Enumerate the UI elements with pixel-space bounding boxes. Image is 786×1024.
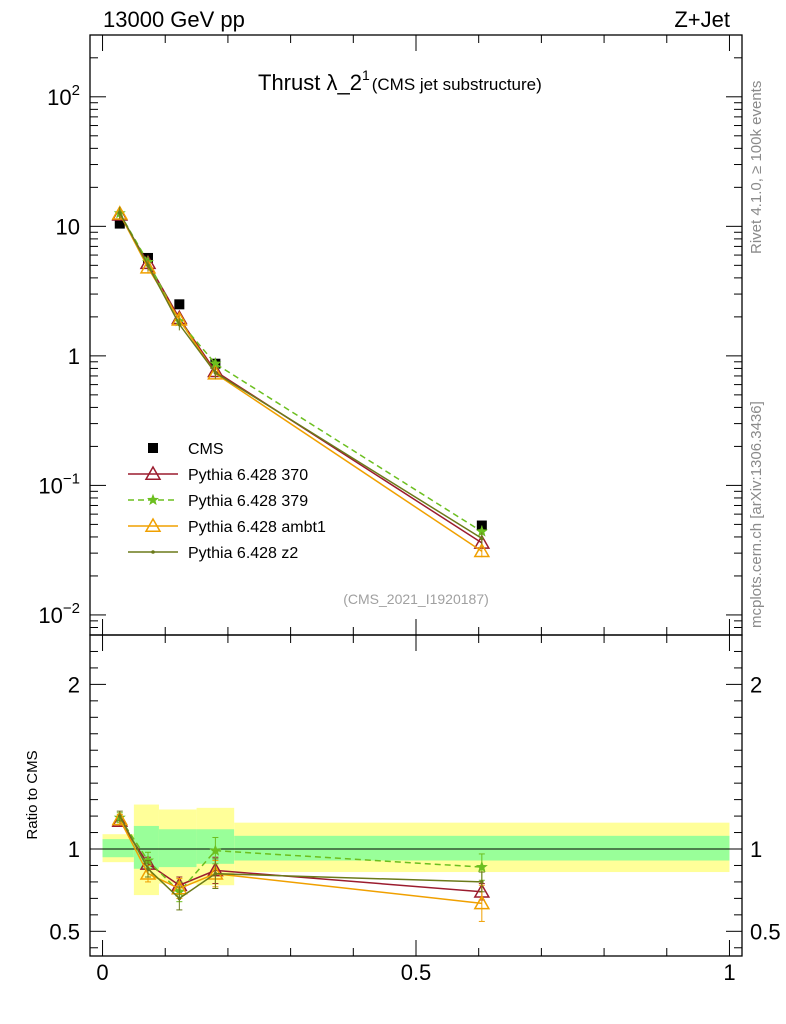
- data-point: [151, 550, 155, 554]
- ratio-y-tick-label-right: 2: [750, 672, 762, 697]
- data-point: [144, 465, 162, 480]
- y-tick-label-base: 1: [68, 344, 80, 369]
- y-tick-label-exponent: 2: [72, 82, 80, 99]
- data-point: [111, 810, 129, 826]
- chart-title-main: Thrust λ_2: [258, 70, 362, 95]
- data-point: [111, 205, 129, 220]
- ratio-frame-fill: [90, 635, 742, 956]
- data-point: [209, 844, 222, 856]
- data-point: [142, 854, 154, 866]
- header-right: Z+Jet: [674, 7, 730, 32]
- data-point: [209, 357, 222, 369]
- ratio-series-pythia-6-428-z2: [116, 810, 485, 911]
- legend-label: CMS: [188, 441, 224, 458]
- data-point: [480, 536, 484, 541]
- chart-title-sup: 1: [362, 67, 370, 83]
- y-tick-label-base: 10: [38, 473, 62, 498]
- data-point: [177, 896, 182, 901]
- x-tick-label: 1: [723, 960, 735, 985]
- y-tick-label: 10−1: [38, 470, 80, 498]
- side-mcplots: mcplots.cern.ch [arXiv:1306.3436]: [748, 401, 765, 628]
- data-point: [147, 493, 159, 506]
- y-tick-label-base: 10: [56, 214, 80, 239]
- y-tick-label: 10−2: [38, 600, 80, 628]
- ratio-border: [89, 634, 743, 957]
- data-point: [177, 322, 182, 327]
- main-frame: [90, 35, 742, 635]
- y-tick-label: 1: [68, 344, 80, 369]
- ratio-y-tick-label-right: 0.5: [750, 919, 781, 944]
- data-point: [111, 812, 129, 828]
- legend-label: Pythia 6.428 370: [188, 467, 308, 484]
- band-inner: [158, 829, 197, 868]
- legend: CMS Pythia 6.428 370 Pythia 6.428 379 Pythi…: [128, 441, 326, 562]
- ratio-y-tick-label-right: 1: [750, 837, 762, 862]
- ratio-ticks: 0.5 0.5 1 1 2 2 0 0.5 1: [49, 635, 781, 985]
- x-tick-label: 0: [96, 960, 108, 985]
- data-point: [480, 880, 484, 884]
- watermark: (CMS_2021_I1920187): [343, 591, 489, 607]
- ratio-y-tick-label: 1: [68, 837, 80, 862]
- chart-title: Thrust λ_21 (CMS jet substructure): [258, 67, 542, 95]
- data-point: [117, 814, 122, 818]
- header-left: 13000 GeV pp: [103, 7, 245, 32]
- ratio-ylabel: Ratio to CMS: [24, 750, 41, 839]
- data-point: [139, 259, 157, 274]
- y-tick-label: 10: [56, 214, 80, 239]
- legend-label: Pythia 6.428 z2: [188, 545, 298, 562]
- data-point: [473, 542, 491, 558]
- ratio-y-tick-label: 2: [68, 672, 80, 697]
- y-tick-label: 102: [47, 82, 80, 110]
- data-point: [114, 218, 125, 229]
- data-point: [475, 525, 488, 537]
- data-point: [144, 517, 162, 532]
- band-inner: [102, 839, 134, 858]
- y-tick-label-base: 10: [47, 85, 71, 110]
- main-series: [111, 205, 491, 558]
- chart-subtitle: (CMS jet substructure): [372, 75, 542, 94]
- data-point: [174, 299, 185, 310]
- x-tick-label: 0.5: [401, 960, 432, 985]
- data-point: [146, 263, 150, 268]
- data-point: [148, 443, 158, 453]
- data-point: [207, 365, 224, 380]
- data-point: [473, 894, 491, 910]
- legend-label: Pythia 6.428 379: [188, 493, 308, 510]
- y-tick-label-exponent: −1: [63, 470, 80, 487]
- data-point: [213, 371, 218, 375]
- y-tick-label-exponent: −2: [63, 600, 80, 617]
- data-point: [146, 866, 150, 871]
- legend-label: Pythia 6.428 ambt1: [188, 519, 326, 536]
- y-tick-label-base: 10: [38, 603, 62, 628]
- data-point: [213, 871, 218, 876]
- side-rivet: Rivet 4.1.0, ≥ 100k events: [748, 81, 765, 254]
- main-panel-bg: [90, 35, 742, 635]
- ratio-panel-bg: [90, 635, 742, 956]
- ratio-y-tick-label: 0.5: [49, 919, 80, 944]
- data-point: [117, 211, 122, 215]
- series-pythia-6-428-z2: [117, 206, 484, 545]
- data-point: [475, 860, 488, 873]
- ratio-series: [111, 810, 491, 922]
